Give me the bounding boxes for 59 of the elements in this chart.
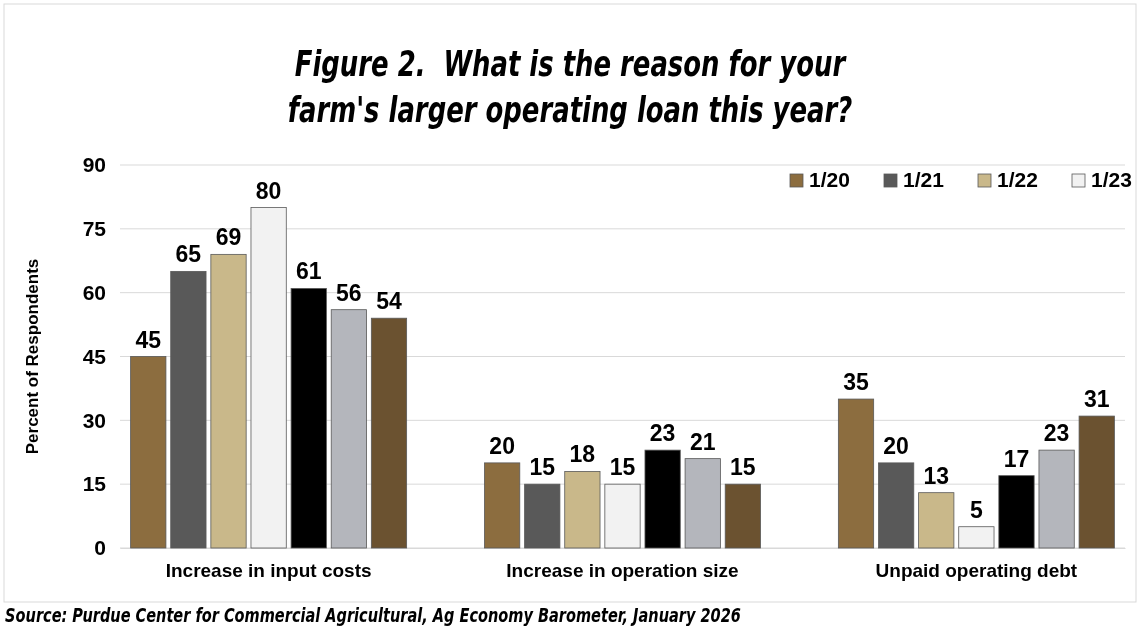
bar [170,270,207,549]
bar [330,309,367,549]
legend-label: 1/21 [903,168,945,191]
bar [564,471,601,549]
bar [370,317,408,549]
bar [998,475,1035,549]
legend-label: 1/20 [809,168,850,191]
bar [250,207,287,549]
data-label: 69 [215,224,242,251]
data-label: 17 [1003,445,1030,472]
data-label: 61 [295,258,322,285]
data-label: 54 [376,288,402,315]
y-tick-label: 30 [82,408,106,432]
y-tick-label: 0 [94,536,106,560]
bar [1038,449,1075,549]
data-label: 31 [1083,386,1110,413]
bar [1078,415,1115,549]
source-note: Source: Purdue Center for Commercial Agricultural, Ag Economy Barometer, January 2026 [5,604,741,627]
x-tick-label: Unpaid operating debt [875,560,1078,582]
data-label: 35 [843,369,870,396]
bar [878,462,915,549]
y-axis-title: Percent of Respondents [23,258,42,455]
data-label: 15 [730,454,756,481]
bar [130,356,167,549]
y-tick-label: 90 [82,153,106,177]
bar [484,462,521,549]
y-tick-label: 75 [82,217,107,241]
legend-label: 1/23 [1091,168,1132,191]
bar [724,483,761,549]
bar [684,458,721,549]
bar [644,449,681,549]
bar [958,526,995,549]
x-tick-label: Increase in input costs [165,560,372,582]
bar [918,492,955,549]
bar [837,398,875,549]
y-tick-label: 60 [82,280,106,304]
legend-label: 1/22 [997,168,1038,191]
data-label: 15 [609,454,636,481]
data-label: 80 [255,177,282,204]
data-label: 21 [689,428,716,455]
data-label: 18 [569,441,596,468]
data-label: 20 [489,432,515,459]
bar [210,253,247,549]
data-label: 65 [175,241,202,268]
data-label: 45 [135,326,162,353]
data-label: 5 [969,496,983,523]
bar [604,483,641,549]
data-label: 15 [529,454,556,481]
bar [290,288,327,549]
data-label: 23 [649,420,676,447]
data-label: 13 [923,462,950,489]
data-label: 23 [1043,420,1070,447]
x-tick-label: Increase in operation size [506,560,739,582]
chart-title: Figure 2. What is the reason for your farm's larger operating loan this year? [287,42,853,131]
y-tick-label: 15 [82,472,107,496]
data-label: 20 [883,432,909,459]
bar [524,483,561,549]
y-tick-label: 45 [82,344,107,368]
data-label: 56 [336,279,362,306]
